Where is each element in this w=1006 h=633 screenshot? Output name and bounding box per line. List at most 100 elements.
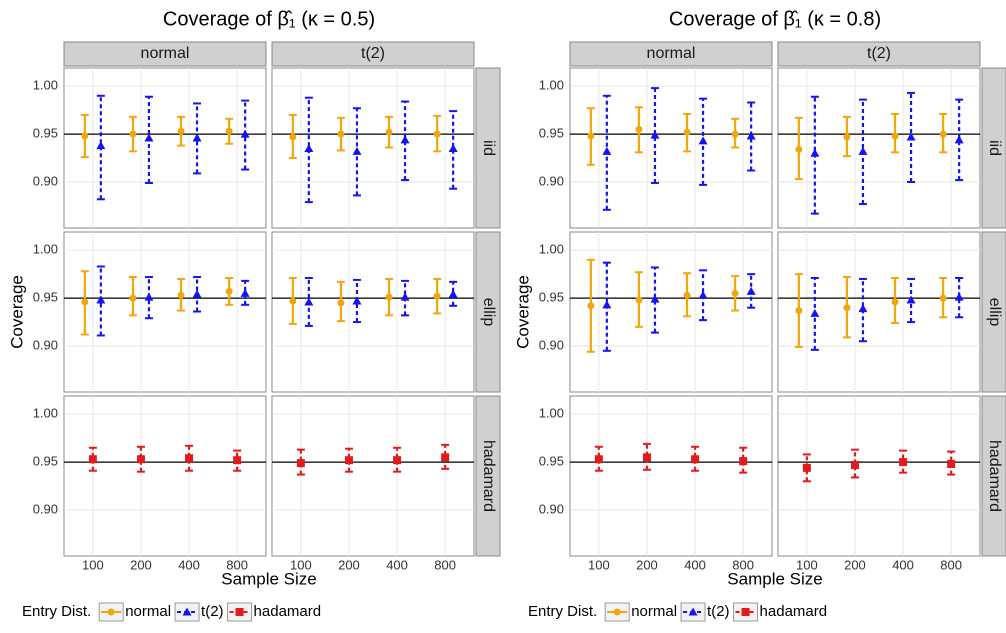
x-tick-label: 200	[130, 557, 152, 572]
x-tick-label: 800	[434, 557, 456, 572]
point	[891, 132, 899, 140]
point	[947, 460, 956, 469]
x-tick-label: 200	[844, 557, 866, 572]
legend-label: hadamard	[254, 603, 322, 620]
point	[906, 295, 916, 304]
y-tick-label: 1.00	[33, 242, 58, 257]
facet-label: t(2)	[361, 45, 385, 62]
point	[843, 304, 851, 312]
point	[448, 143, 458, 152]
point	[698, 290, 708, 299]
point	[225, 287, 233, 295]
point	[144, 292, 154, 301]
point	[344, 456, 353, 465]
point	[635, 296, 643, 304]
facet-label: iid	[986, 140, 1003, 156]
panel	[271, 395, 475, 557]
point	[177, 127, 185, 135]
panel	[569, 395, 773, 557]
x-tick-label: 400	[892, 557, 914, 572]
x-tick-label: 400	[386, 557, 408, 572]
legend-title: Entry Dist.	[528, 603, 597, 620]
point	[337, 130, 345, 138]
panel	[777, 67, 981, 229]
legend-label: t(2)	[707, 603, 730, 620]
y-axis-label: Coverage	[513, 275, 532, 349]
x-axis-label: Sample Size	[221, 569, 316, 588]
point	[304, 143, 314, 152]
point	[81, 298, 89, 306]
point	[602, 300, 612, 309]
legend-label: t(2)	[201, 603, 224, 620]
point	[385, 293, 393, 301]
y-tick-label: 0.95	[539, 126, 564, 141]
facet-label: hadamard	[480, 440, 497, 512]
facet-strip	[981, 395, 1006, 557]
x-tick-label: 400	[684, 557, 706, 572]
point	[400, 135, 410, 144]
y-tick-label: 0.95	[33, 126, 58, 141]
facet-strip	[777, 41, 981, 67]
panel	[777, 231, 981, 393]
point	[746, 131, 756, 140]
point	[352, 146, 362, 155]
point	[136, 455, 145, 464]
x-tick-label: 200	[338, 557, 360, 572]
point	[899, 458, 908, 467]
facet-label: normal	[141, 45, 190, 62]
panel	[569, 67, 773, 229]
point	[635, 125, 643, 133]
point	[954, 292, 964, 301]
panel	[271, 67, 475, 229]
point	[850, 460, 859, 469]
facet-strip	[981, 67, 1006, 229]
point	[96, 141, 106, 150]
point	[289, 297, 297, 305]
point	[650, 130, 660, 139]
point	[352, 296, 362, 305]
chart-title: Coverage of β̂₁ (κ = 0.5)	[163, 8, 375, 30]
y-tick-label: 1.00	[539, 242, 564, 257]
point	[240, 288, 250, 297]
y-tick-label: 0.95	[33, 290, 58, 305]
point	[810, 308, 820, 317]
facet-label: t(2)	[867, 45, 891, 62]
point	[810, 148, 820, 157]
chart-title: Coverage of β̂₁ (κ = 0.8)	[669, 8, 881, 30]
point	[192, 133, 202, 142]
y-axis-label: Coverage	[7, 275, 26, 349]
point	[448, 289, 458, 298]
point	[296, 459, 305, 468]
facet-label: ellip	[986, 298, 1003, 327]
point	[88, 455, 97, 464]
point	[400, 292, 410, 301]
facet-label: normal	[647, 45, 696, 62]
facet-strip	[475, 395, 501, 557]
point	[741, 608, 750, 616]
facet-label: iid	[480, 140, 497, 156]
point	[81, 132, 89, 140]
panel	[777, 395, 981, 557]
panel	[569, 231, 773, 393]
y-tick-label: 1.00	[33, 406, 58, 421]
x-tick-label: 100	[82, 557, 104, 572]
point	[843, 133, 851, 141]
facet-strip	[475, 67, 501, 229]
x-tick-label: 100	[588, 557, 610, 572]
y-tick-label: 0.95	[539, 290, 564, 305]
x-tick-label: 800	[226, 557, 248, 572]
point	[731, 289, 739, 297]
facet-label: hadamard	[986, 440, 1003, 512]
point	[939, 294, 947, 302]
point	[235, 608, 244, 616]
y-tick-label: 1.00	[33, 78, 58, 93]
x-axis-label: Sample Size	[727, 569, 822, 588]
legend-title: Entry Dist.	[22, 603, 91, 620]
point	[192, 289, 202, 298]
point	[441, 453, 450, 462]
point	[433, 292, 441, 300]
point	[858, 304, 868, 313]
y-tick-label: 0.90	[539, 501, 564, 516]
point	[594, 455, 603, 464]
legend-label: hadamard	[760, 603, 828, 620]
